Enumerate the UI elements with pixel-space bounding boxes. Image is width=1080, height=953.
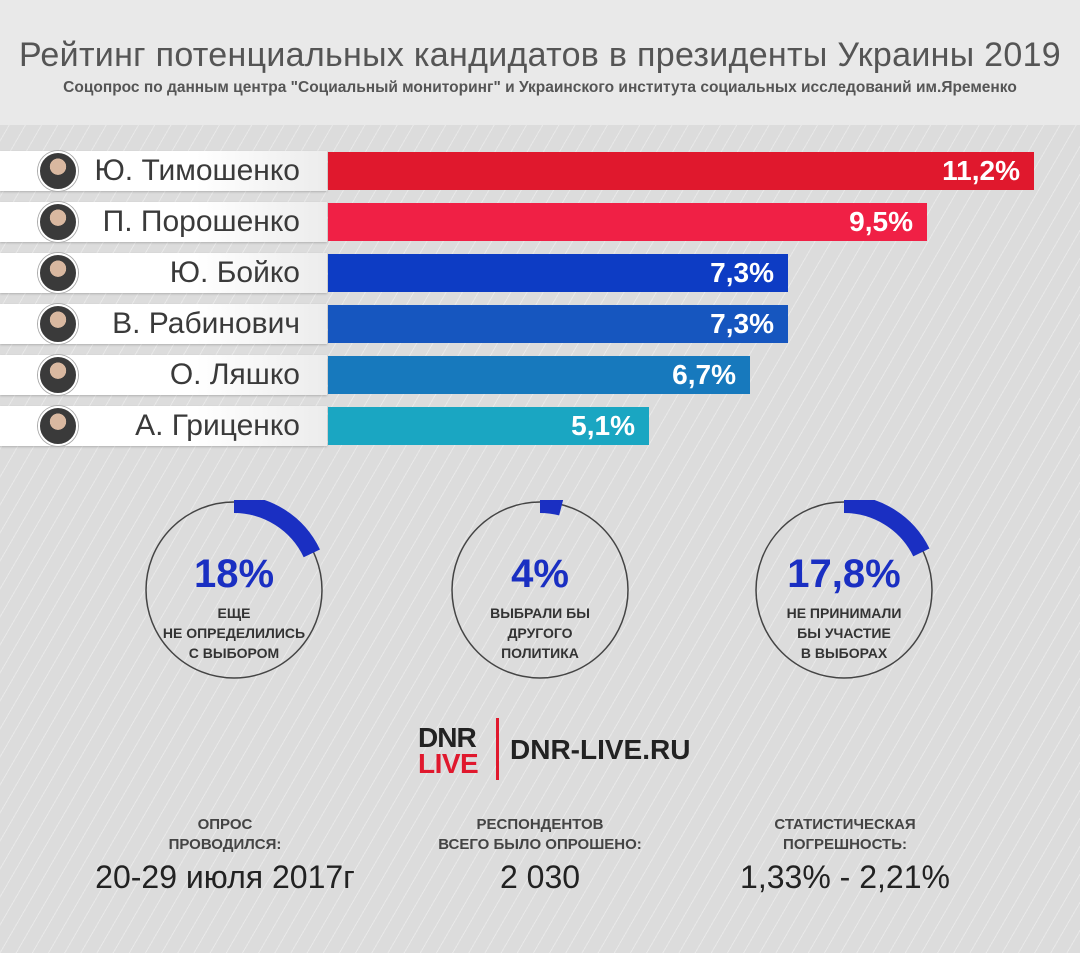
footer-value: 20-29 июля 2017г xyxy=(95,859,355,895)
footer-label: ОПРОС ПРОВОДИЛСЯ: xyxy=(168,816,282,853)
bar-value-label: 7,3% xyxy=(710,257,774,288)
gauge-arc xyxy=(843,500,930,557)
candidate-name: Ю. Тимошенко xyxy=(94,154,300,187)
bar xyxy=(328,407,649,445)
chart-title: Рейтинг потенциальных кандидатов в прези… xyxy=(18,36,1062,74)
footer-respondents: РЕСПОНДЕНТОВ ВСЕГО БЫЛО ОПРОШЕНО: 2 030 xyxy=(390,815,690,896)
candidate-name: П. Порошенко xyxy=(102,205,300,238)
footer-label: СТАТИСТИЧЕСКАЯ ПОГРЕШНОСТЬ: xyxy=(774,816,916,853)
candidate-avatar xyxy=(38,151,78,191)
site-url: DNR-LIVE.RU xyxy=(510,734,691,765)
footer-error-margin: СТАТИСТИЧЕСКАЯ ПОГРЕШНОСТЬ: 1,33% - 2,21… xyxy=(695,815,995,896)
bar-value-label: 9,5% xyxy=(849,206,913,237)
candidate-avatar xyxy=(38,202,78,242)
dnr-live-logo: DNR LIVE xyxy=(418,722,498,780)
bar-value-label: 7,3% xyxy=(710,308,774,339)
stat-value: 17,8% xyxy=(787,552,901,596)
bar xyxy=(328,152,1034,190)
footer-survey-dates: ОПРОС ПРОВОДИЛСЯ: 20-29 июля 2017г xyxy=(75,815,375,896)
candidate-avatar xyxy=(38,355,78,395)
stat-description: НЕ ПРИНИМАЛИ БЫ УЧАСТИЕ В ВЫБОРАХ xyxy=(786,605,902,661)
candidate-name: В. Рабинович xyxy=(112,307,300,340)
candidate-avatar xyxy=(38,253,78,293)
candidate-avatar xyxy=(38,406,78,446)
gauge-svg xyxy=(451,500,629,679)
logo-dnr-text: DNR xyxy=(418,722,477,753)
bar-value-label: 6,7% xyxy=(672,359,736,390)
gauge-svg xyxy=(755,500,933,679)
chart-subtitle: Соцопрос по данным центра "Социальный мо… xyxy=(63,79,1017,96)
stat-description: ВЫБРАЛИ БЫ ДРУГОГО ПОЛИТИКА xyxy=(490,605,590,661)
gauge-svg xyxy=(145,500,323,679)
gauge-arc xyxy=(233,500,320,558)
gauge-arc xyxy=(539,500,564,516)
bar xyxy=(328,203,927,241)
bar-value-label: 5,1% xyxy=(571,410,635,441)
candidate-avatar xyxy=(38,304,78,344)
bar-value-label: 11,2% xyxy=(942,155,1020,186)
stat-value: 18% xyxy=(193,552,275,596)
candidate-name: А. Гриценко xyxy=(135,409,300,442)
stat-gauge: 17,8% НЕ ПРИНИМАЛИ БЫ УЧАСТИЕ В ВЫБОРАХ xyxy=(754,500,934,680)
logo-live-text: LIVE xyxy=(418,748,479,779)
bar xyxy=(328,305,788,343)
bar xyxy=(328,356,750,394)
stat-value: 4% xyxy=(511,552,569,596)
logo-separator xyxy=(496,718,499,780)
stat-gauge: 18% ЕЩЕ НЕ ОПРЕДЕЛИЛИСЬ С ВЫБОРОМ xyxy=(144,500,324,680)
stat-gauge: 4% ВЫБРАЛИ БЫ ДРУГОГО ПОЛИТИКА xyxy=(450,500,630,680)
footer-value: 1,33% - 2,21% xyxy=(740,859,950,895)
stat-description: ЕЩЕ НЕ ОПРЕДЕЛИЛИСЬ С ВЫБОРОМ xyxy=(162,605,306,661)
bar xyxy=(328,254,788,292)
header-band: Рейтинг потенциальных кандидатов в прези… xyxy=(0,0,1080,125)
candidate-name: О. Ляшко xyxy=(169,358,300,391)
candidate-name: Ю. Бойко xyxy=(169,256,300,289)
footer-value: 2 030 xyxy=(499,859,581,895)
footer-label: РЕСПОНДЕНТОВ ВСЕГО БЫЛО ОПРОШЕНО: xyxy=(438,816,642,853)
